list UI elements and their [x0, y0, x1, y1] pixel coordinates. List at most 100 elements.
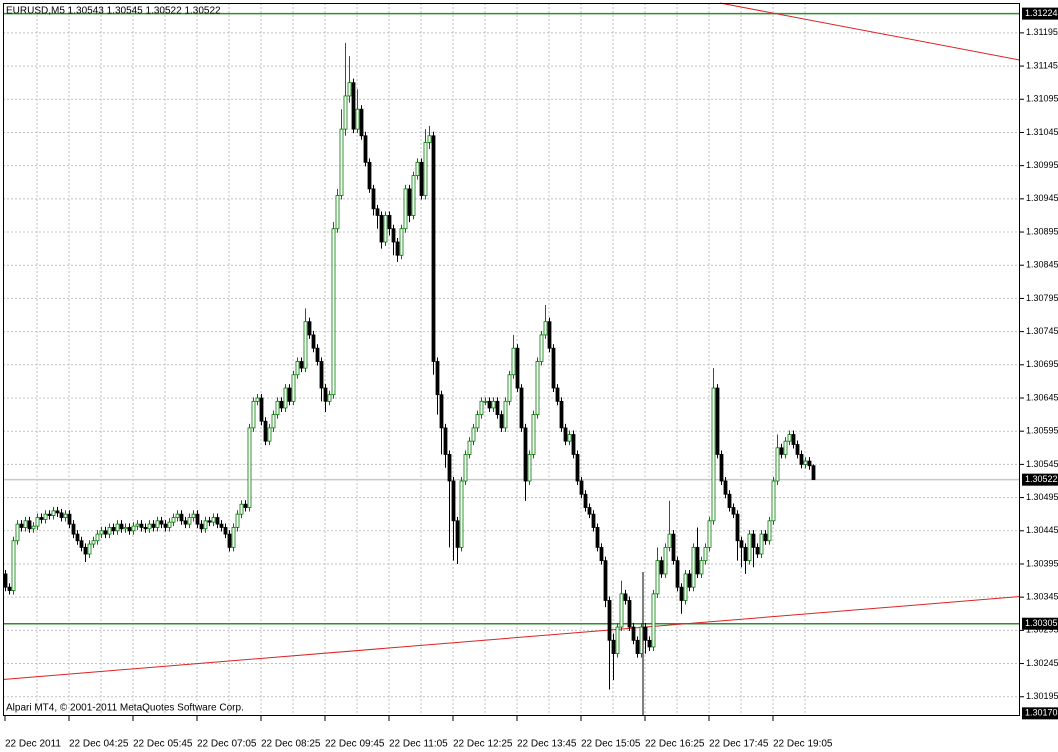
- x-tick-label: 22 Dec 2011: [5, 739, 61, 750]
- candle-body: [443, 427, 448, 455]
- y-tick-label: 1.30195: [1026, 691, 1058, 701]
- candle-body: [607, 600, 612, 641]
- candle-body: [427, 135, 432, 143]
- x-tick-label: 22 Dec 05:45: [133, 739, 193, 750]
- candle-body: [551, 347, 556, 389]
- x-tick-label: 22 Dec 11:05: [389, 739, 448, 750]
- candle-body: [751, 533, 756, 548]
- grid: [3, 3, 1020, 716]
- candle-body: [247, 427, 252, 508]
- candle-body: [703, 546, 708, 562]
- candle-body: [107, 527, 112, 535]
- candle-body: [499, 414, 504, 429]
- x-tick-label: 22 Dec 17:45: [709, 739, 769, 750]
- candle-body: [671, 533, 676, 562]
- candle-body: [187, 517, 192, 525]
- candle-body: [659, 560, 664, 575]
- candle-body: [463, 454, 468, 482]
- candle-body: [523, 427, 528, 482]
- candle-body: [311, 334, 316, 349]
- candle-body: [155, 520, 160, 528]
- candle-body: [775, 447, 780, 482]
- y-tick-label: 1.30545: [1026, 459, 1058, 469]
- candle-body: [411, 175, 416, 216]
- candle-body: [519, 387, 524, 429]
- candle-body: [811, 465, 816, 481]
- price-label: 1.31224: [1025, 8, 1058, 18]
- x-tick-label: 22 Dec 07:05: [197, 739, 257, 750]
- candle-body: [375, 208, 380, 216]
- candle-body: [707, 520, 712, 548]
- candle-body: [795, 444, 800, 455]
- candle-body: [283, 387, 288, 409]
- price-label-box: [1022, 473, 1058, 486]
- candle-body: [279, 400, 284, 409]
- candle-body: [51, 510, 56, 516]
- candle-body: [135, 523, 140, 527]
- candle-body: [543, 321, 548, 336]
- candle-body: [567, 434, 572, 442]
- candle-body: [27, 520, 32, 530]
- candle-body: [511, 347, 516, 376]
- candle-body: [259, 397, 264, 422]
- candle-body: [807, 460, 812, 467]
- candle-body: [59, 512, 64, 518]
- candle-body: [583, 493, 588, 508]
- candle-body: [683, 573, 688, 601]
- candle-body: [315, 347, 320, 362]
- x-tick-label: 22 Dec 04:25: [69, 739, 129, 750]
- candle-body: [179, 513, 184, 522]
- candle-body: [19, 523, 24, 528]
- trend-line: [719, 2, 1021, 61]
- candle-body: [395, 241, 400, 256]
- candle-body: [123, 527, 128, 530]
- x-tick-label: 22 Dec 09:45: [325, 739, 385, 750]
- candle-body: [555, 387, 560, 402]
- candle-body: [159, 520, 164, 525]
- candle-body: [507, 374, 512, 402]
- candle-body: [467, 440, 472, 455]
- candle-body: [547, 321, 552, 349]
- plot-frame: [3, 3, 1020, 716]
- candle-body: [347, 82, 352, 97]
- y-tick-label: 1.31195: [1026, 27, 1058, 37]
- candle-body: [627, 600, 632, 628]
- candle-body: [571, 434, 576, 455]
- candle-body: [531, 414, 536, 455]
- candle-body: [739, 540, 744, 548]
- candle-body: [11, 540, 16, 591]
- candle-body: [451, 480, 456, 522]
- candle-body: [747, 533, 752, 562]
- price-label-box: [1022, 617, 1058, 630]
- candle-body: [39, 517, 44, 520]
- candle-body: [131, 525, 136, 532]
- candle-body: [351, 82, 356, 130]
- candle-body: [515, 347, 520, 389]
- candle-body: [355, 108, 360, 130]
- candle-body: [655, 560, 660, 595]
- candle-body: [711, 387, 716, 522]
- axes: 1.30195 1.30245 1.30295 1.30345 1.30395 1.304…: [4, 7, 1058, 750]
- x-tick-label: 22 Dec 15:05: [581, 739, 641, 750]
- candle-body: [343, 95, 348, 130]
- candle-body: [199, 523, 204, 530]
- candle-body: [227, 533, 232, 548]
- x-tick-label: 22 Dec 16:25: [645, 739, 705, 750]
- candle-body: [367, 161, 372, 190]
- candle-body: [719, 454, 724, 482]
- candle-body: [79, 540, 84, 548]
- objects: [2, 2, 1021, 680]
- candle-body: [359, 108, 364, 137]
- y-tick-label: 1.30745: [1026, 326, 1058, 336]
- candle-body: [455, 520, 460, 548]
- y-tick-label: 1.30695: [1026, 359, 1058, 369]
- y-tick-label: 1.30645: [1026, 392, 1058, 402]
- candle-body: [379, 215, 384, 243]
- candle-body: [695, 546, 700, 575]
- x-tick-label: 22 Dec 12:25: [453, 739, 513, 750]
- y-tick-label: 1.31045: [1026, 127, 1058, 137]
- candle-body: [779, 447, 784, 455]
- candle-body: [767, 520, 772, 542]
- y-tick-label: 1.30795: [1026, 293, 1058, 303]
